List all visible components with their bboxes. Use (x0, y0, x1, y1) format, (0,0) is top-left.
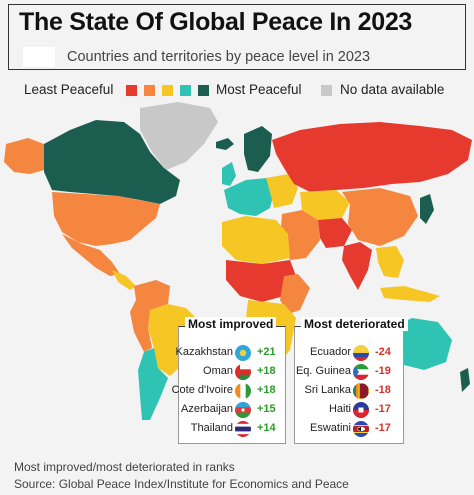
rank-change: -18 (375, 384, 391, 396)
region-southern-cone (138, 348, 168, 420)
rank-change: +14 (257, 422, 276, 434)
rank-change: +15 (257, 403, 276, 415)
country-name: Cote d'Ivoire (171, 384, 233, 396)
haiti-flag-icon (353, 402, 369, 418)
header-box: The State Of Global Peace In 2023 Countr… (8, 4, 466, 70)
rank-change: -17 (375, 422, 391, 434)
legend-no-data-label: No data available (340, 82, 445, 97)
legend-swatch-1 (126, 85, 137, 96)
region-japan (420, 194, 434, 224)
footnote: Most improved/most deteriorated in ranks (14, 460, 235, 474)
oman-flag-icon (235, 364, 251, 380)
page-title: The State Of Global Peace In 2023 (19, 8, 413, 36)
region-northern-south-america (134, 280, 170, 310)
rank-change: +18 (257, 365, 276, 377)
legend-swatch-no-data (321, 85, 332, 96)
region-alaska (4, 138, 44, 174)
rank-change: +21 (257, 346, 276, 358)
most-improved-row: Kazakhstan +21 (175, 345, 285, 361)
equatorial-guinea-flag-icon (353, 364, 369, 380)
logo (23, 47, 55, 67)
most-improved-row: Oman +18 (179, 364, 285, 380)
region-india (342, 242, 372, 290)
most-deteriorated-row: Sri Lanka -18 (295, 383, 403, 399)
eswatini-flag-icon (353, 421, 369, 437)
country-name: Kazakhstan (175, 346, 233, 358)
sri-lanka-flag-icon (353, 383, 369, 399)
most-deteriorated-row: Eq. Guinea -19 (295, 364, 403, 380)
region-iran-afghanistan (318, 218, 352, 248)
region-new-zealand (460, 368, 470, 392)
country-name: Eswatini (310, 422, 351, 434)
page-subtitle: Countries and territories by peace level… (67, 49, 371, 65)
rank-change: -17 (375, 403, 391, 415)
cote-divoire-flag-icon (235, 383, 251, 399)
country-name: Thailand (190, 422, 233, 434)
region-russia (272, 122, 472, 192)
azerbaijan-flag-icon (235, 402, 251, 418)
region-southeast-asia (376, 246, 404, 278)
region-andes (130, 300, 152, 352)
region-china (342, 188, 418, 246)
most-improved-row: Thailand +14 (179, 421, 285, 437)
country-name: Ecuador (310, 346, 351, 358)
most-deteriorated-row: Haiti -17 (295, 402, 403, 418)
region-central-asia (300, 190, 350, 220)
country-name: Azerbaijan (181, 403, 233, 415)
region-indonesia (380, 286, 440, 302)
legend-least-label: Least Peaceful (24, 82, 114, 97)
region-middle-east (280, 210, 320, 260)
thailand-flag-icon (235, 421, 251, 437)
ecuador-flag-icon (353, 345, 369, 361)
region-iceland (216, 138, 234, 150)
legend-swatch-2 (144, 85, 155, 96)
region-mexico (62, 234, 120, 276)
kazakhstan-flag-icon (235, 345, 251, 361)
region-uk (222, 162, 236, 186)
legend-swatch-4 (180, 85, 191, 96)
legend-most-label: Most Peaceful (216, 82, 302, 97)
legend-swatch-5 (198, 85, 209, 96)
region-scandinavia (244, 126, 272, 172)
region-north-africa (222, 216, 290, 264)
country-name: Eq. Guinea (295, 365, 351, 377)
world-map (4, 102, 472, 420)
most-improved-row: Azerbaijan +15 (179, 402, 285, 418)
most-improved-heading: Most improved (185, 317, 277, 331)
source-note: Source: Global Peace Index/Institute for… (14, 477, 349, 491)
region-sahel (226, 260, 296, 302)
region-greenland (140, 102, 218, 170)
region-usa (52, 192, 160, 246)
most-deteriorated-row: Ecuador -24 (295, 345, 403, 361)
most-deteriorated-row: Eswatini -17 (295, 421, 403, 437)
rank-change: -24 (375, 346, 391, 358)
country-name: Sri Lanka (304, 384, 351, 396)
region-western-europe (224, 178, 274, 216)
region-australia (388, 318, 452, 370)
region-eastern-europe (266, 174, 298, 208)
most-deteriorated-panel: Most deteriorated Ecuador -24 Eq. Guinea… (294, 317, 408, 444)
most-improved-panel: Most improved Kazakhstan +21 Oman +18 Co… (172, 317, 286, 444)
country-name: Oman (203, 365, 233, 377)
country-name: Haiti (328, 403, 351, 415)
most-deteriorated-heading: Most deteriorated (301, 317, 408, 331)
region-east-africa (280, 274, 310, 314)
region-central-america (112, 270, 136, 290)
rank-change: +18 (257, 384, 276, 396)
legend-swatch-3 (162, 85, 173, 96)
most-improved-row: Cote d'Ivoire +18 (172, 383, 285, 399)
region-canada (44, 120, 180, 204)
rank-change: -19 (375, 365, 391, 377)
